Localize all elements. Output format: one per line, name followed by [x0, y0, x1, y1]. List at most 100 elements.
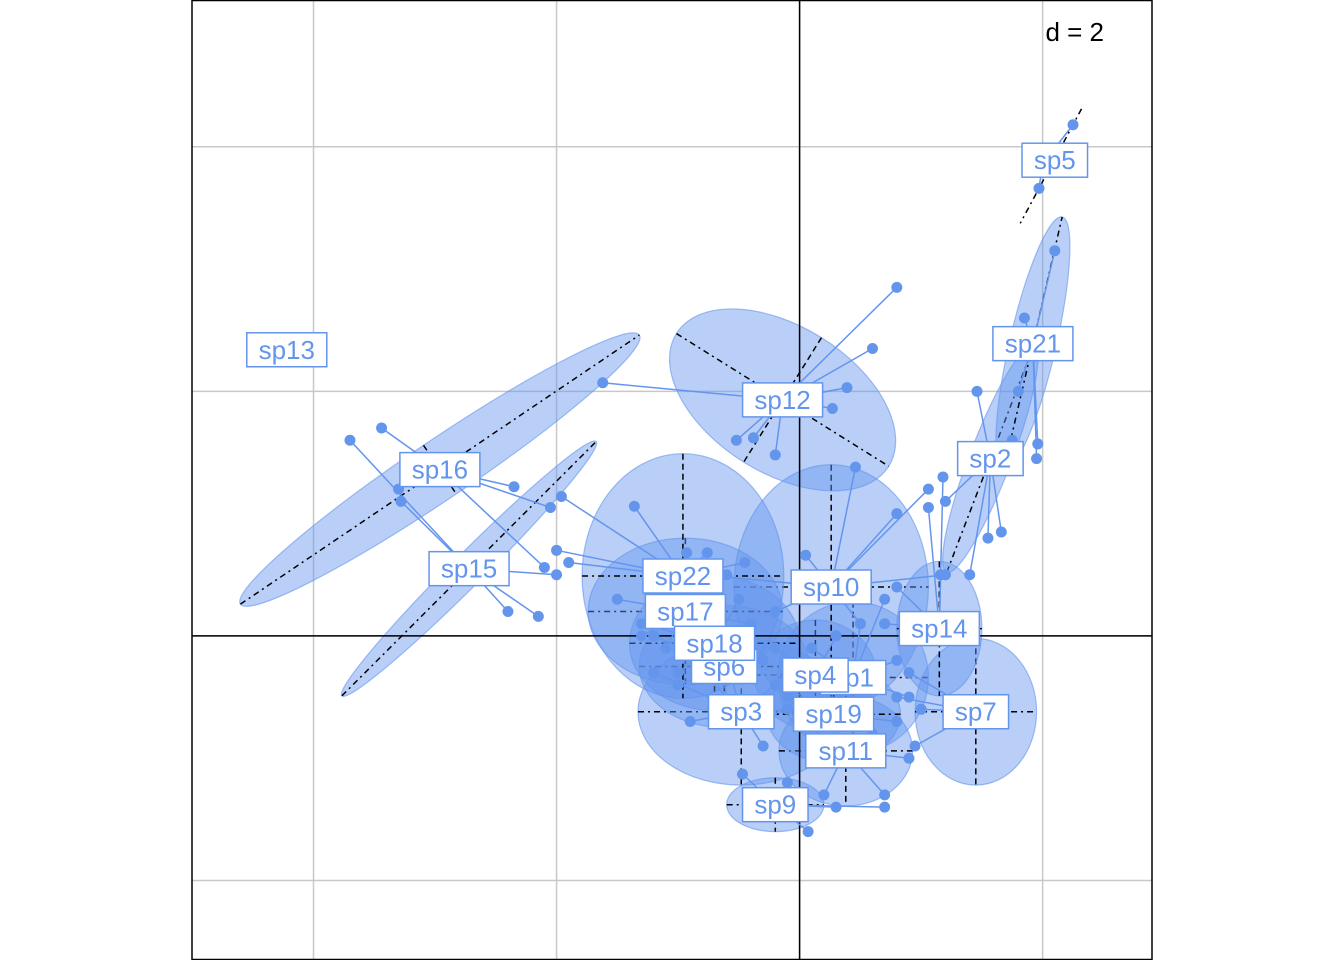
sp15-point — [395, 495, 407, 507]
sp4-point — [830, 630, 842, 642]
sp1-point — [879, 593, 891, 605]
sp22-point — [555, 491, 567, 503]
sp12-point — [597, 377, 609, 389]
sp4-point — [781, 703, 793, 715]
sp4-label: sp4 — [781, 657, 849, 693]
sp19-label: sp19 — [792, 696, 875, 732]
sp21-point — [1031, 453, 1043, 465]
sp15-label-text: sp15 — [441, 554, 497, 584]
sp16-point — [508, 481, 520, 493]
sp12-point — [841, 382, 853, 394]
sp10-label: sp10 — [790, 569, 872, 605]
sp7-point — [903, 667, 915, 679]
sp16-point — [376, 422, 388, 434]
sp4-label-text: sp4 — [794, 660, 836, 690]
sp10-label-box — [790, 569, 872, 605]
sp1-point — [806, 642, 818, 654]
sp19-label-box — [792, 696, 875, 732]
sp17-label-text: sp17 — [657, 596, 713, 626]
sp11-label-text: sp11 — [819, 736, 873, 766]
scale-label: d = 2 — [1045, 17, 1104, 47]
sp13-label-box — [246, 332, 328, 368]
sp22-point — [563, 557, 575, 569]
sp3-point — [648, 667, 660, 679]
sp22-label-text: sp22 — [655, 561, 711, 591]
sp12-point — [891, 281, 903, 293]
sp17-label-box — [644, 593, 727, 630]
sp10-point — [800, 549, 812, 561]
sp11-point — [879, 789, 891, 801]
sp3-label-box — [707, 693, 775, 730]
sp22-label: sp22 — [642, 558, 724, 594]
sp15-point — [502, 605, 514, 617]
sp7-point — [891, 691, 903, 703]
sp2-point — [982, 532, 994, 544]
sp9-label-box — [741, 786, 809, 823]
sp15-label-box — [428, 550, 510, 587]
sp21-label-text: sp21 — [1005, 329, 1061, 359]
sp3-point — [769, 679, 781, 691]
sp6-point — [672, 679, 684, 691]
sp21-point — [1012, 385, 1024, 397]
sp21-point — [1018, 312, 1030, 324]
sp18-label: sp18 — [673, 625, 756, 662]
sp14-point — [922, 502, 934, 514]
sp16-point — [544, 502, 556, 514]
sp9-label-text: sp9 — [754, 790, 796, 820]
sp4-label-box — [781, 657, 849, 693]
sp12-segment — [782, 286, 898, 401]
sp3-label-text: sp3 — [720, 697, 762, 727]
sp22-label-box — [642, 558, 724, 594]
sp9-point — [802, 826, 814, 838]
sp17-point — [660, 642, 672, 654]
sp19-point — [891, 716, 903, 728]
sp10-point — [849, 461, 861, 473]
sp4-point — [769, 642, 781, 654]
sp14-point — [891, 581, 903, 593]
sp7-label-box — [942, 693, 1010, 730]
sp22-point — [551, 544, 563, 556]
sp18-point — [733, 593, 745, 605]
sp9-point — [879, 801, 891, 813]
sp12-label: sp12 — [741, 382, 824, 418]
sp22-point — [701, 547, 713, 559]
sp14-point — [937, 471, 949, 483]
sp22-point — [681, 547, 693, 559]
sp6-point — [757, 654, 769, 666]
species-labels: sp1sp2sp3sp4sp5sp6sp7sp9sp10sp11sp12sp13… — [246, 142, 1089, 823]
sp17-point — [636, 630, 648, 642]
sp1-point — [891, 654, 903, 666]
sp22-point — [739, 557, 751, 569]
sp18-label-box — [673, 625, 756, 662]
sp10-point — [891, 508, 903, 520]
sp18-point — [672, 667, 684, 679]
sp5-point — [1033, 182, 1045, 194]
sp1-point — [903, 691, 915, 703]
sp15-segment — [349, 439, 470, 570]
sp14-segment — [927, 507, 941, 629]
sp12-label-text: sp12 — [754, 385, 810, 415]
sp7-point — [915, 703, 927, 715]
sp10-point — [769, 605, 781, 617]
sp11-point — [903, 752, 915, 764]
sp2-segment — [968, 458, 992, 575]
sp2-major-axis — [946, 344, 1035, 573]
sp18-point — [636, 618, 648, 630]
sp2-label: sp2 — [956, 440, 1024, 477]
species-ellipses — [239, 216, 1071, 833]
sp12-point — [867, 343, 879, 355]
sp19-label-text: sp19 — [805, 699, 861, 729]
sp2-point — [964, 569, 976, 581]
sp5-label: sp5 — [1021, 142, 1089, 178]
sp14-label-text: sp14 — [911, 614, 967, 644]
sp7-label-text: sp7 — [955, 697, 997, 727]
sp22-point — [628, 500, 640, 512]
sp15-point — [551, 569, 563, 581]
sp3-point — [757, 740, 769, 752]
sp21-point — [1032, 438, 1044, 450]
sp21-point — [1049, 245, 1061, 257]
sp13-label-text: sp13 — [259, 335, 315, 365]
sp15-point — [532, 610, 544, 622]
sp3-label: sp3 — [707, 693, 775, 730]
